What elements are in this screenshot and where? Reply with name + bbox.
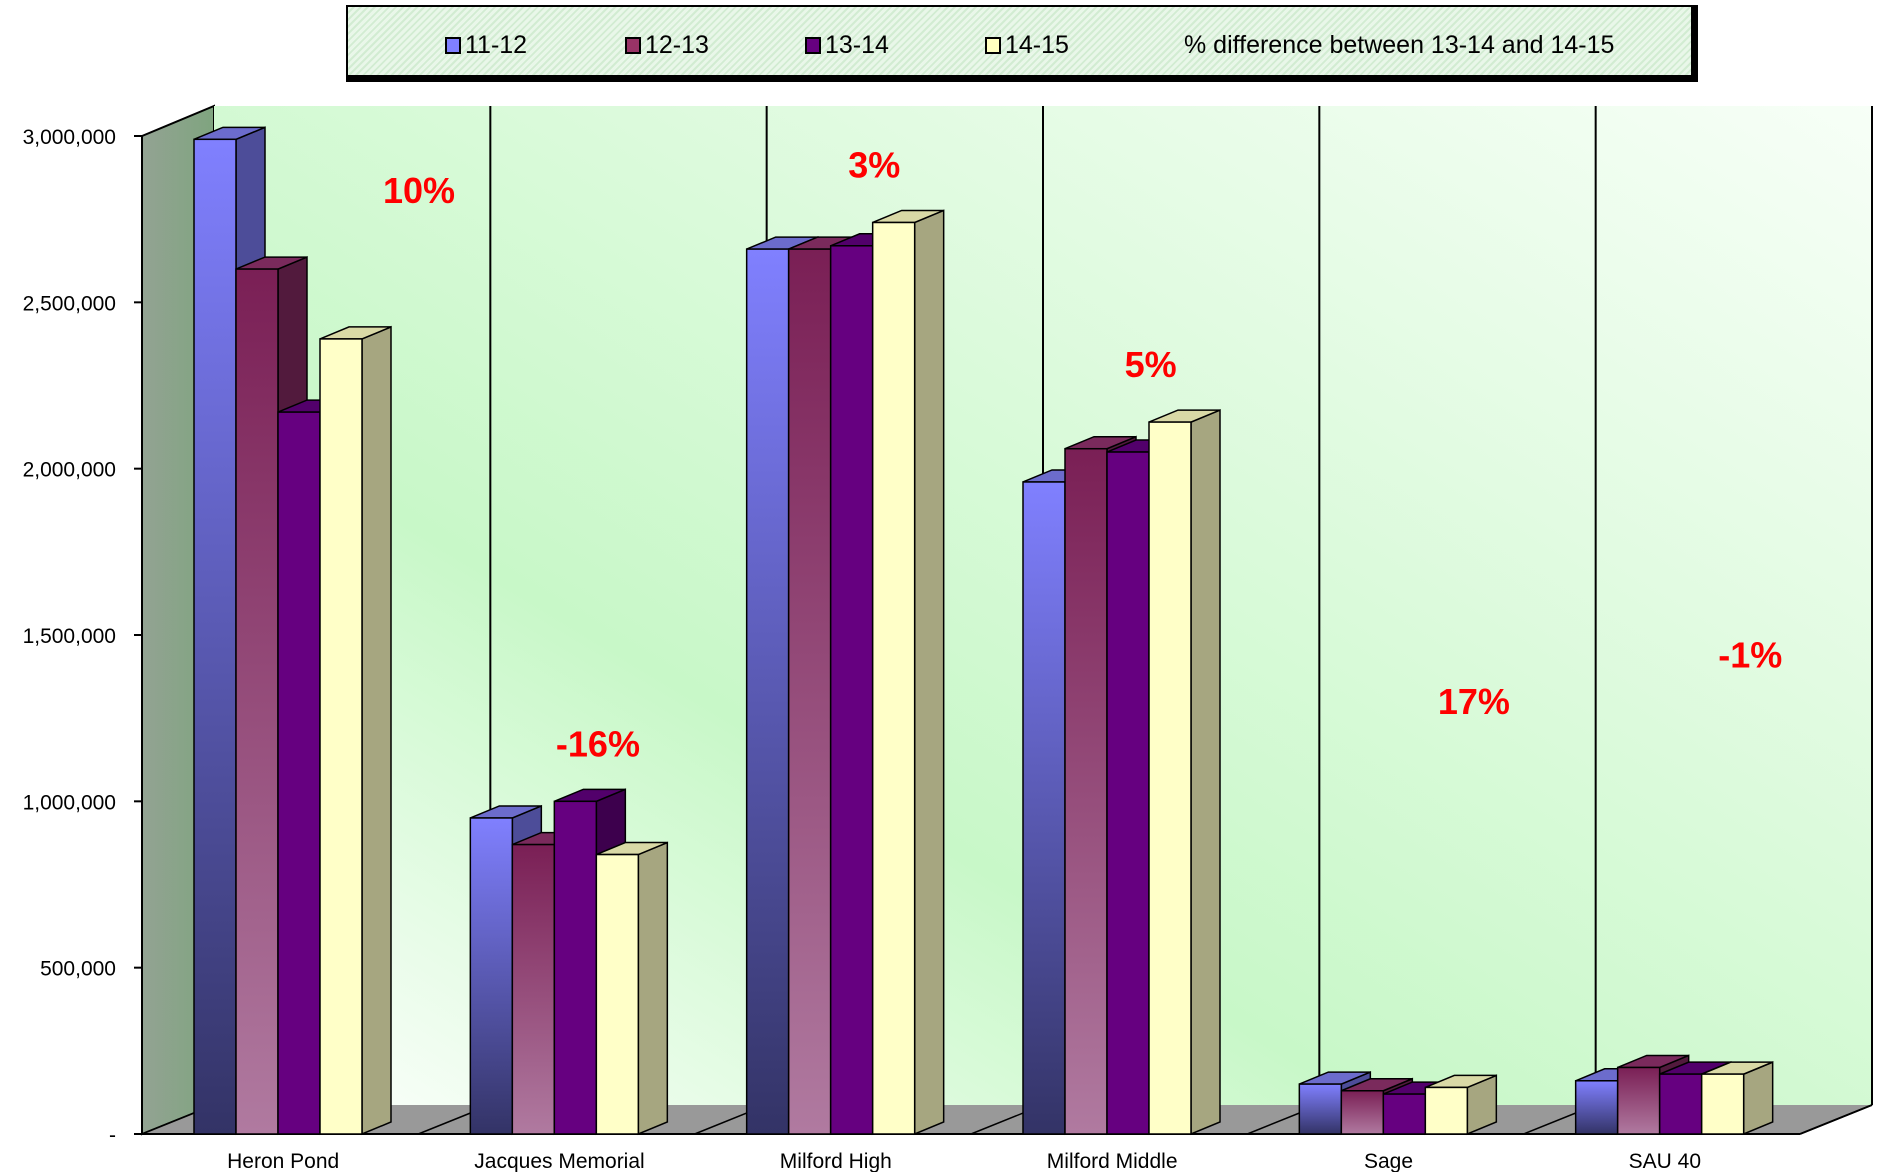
percent-label-0: 10% bbox=[383, 170, 455, 211]
bar-front-0-3 bbox=[1022, 481, 1066, 1135]
y-tick-label-4: 2,000,000 bbox=[23, 459, 116, 482]
bar-front-1-4 bbox=[1340, 1090, 1385, 1135]
y-tick-label-6: 3,000,000 bbox=[23, 126, 116, 149]
bar-front-2-3 bbox=[1106, 451, 1150, 1135]
category-label-3: Milford Middle bbox=[1047, 1150, 1178, 1172]
bar-front-1-1 bbox=[511, 843, 556, 1135]
bar-front-1-2 bbox=[787, 248, 832, 1135]
percent-labels: 10% -16% 3% 5% 17% -1% bbox=[383, 144, 1782, 764]
percent-label-1: -16% bbox=[556, 723, 640, 764]
bar-14-15-4 bbox=[1424, 1074, 1498, 1136]
category-label-4: Sage bbox=[1364, 1150, 1413, 1172]
bar-front-1-3 bbox=[1064, 447, 1108, 1135]
chart-legend: 11-12 12-13 13-14 14-15 % difference bet… bbox=[346, 5, 1698, 82]
bar-front-2-2 bbox=[829, 245, 874, 1135]
category-label-0: Heron Pond bbox=[227, 1150, 339, 1172]
y-tick-label-0: - bbox=[109, 1124, 116, 1147]
category-label-2: Milford High bbox=[780, 1150, 892, 1172]
bar-front-1-5 bbox=[1616, 1066, 1661, 1135]
legend-label-13-14: 13-14 bbox=[825, 31, 889, 59]
percent-label-5: -1% bbox=[1718, 634, 1782, 675]
y-tick-label-3: 1,500,000 bbox=[23, 625, 116, 648]
bar-front-3-3 bbox=[1148, 421, 1192, 1135]
legend-label-14-15: 14-15 bbox=[1005, 31, 1069, 59]
y-axis-ticks: - 500,000 1,000,000 1,500,000 2,000,000 2,500… bbox=[23, 126, 142, 1147]
bar-14-15-5 bbox=[1700, 1060, 1774, 1136]
bar-front-3-5 bbox=[1700, 1073, 1745, 1135]
legend-item-13-14: 13-14 bbox=[805, 31, 889, 60]
legend-label-pct-difference: % difference between 13-14 and 14-15 bbox=[1184, 31, 1615, 59]
bar-14-15-2 bbox=[871, 209, 945, 1136]
legend-label-11-12: 11-12 bbox=[465, 31, 528, 59]
bar-front-2-0 bbox=[277, 411, 321, 1135]
legend-item-11-12: 11-12 bbox=[445, 31, 527, 60]
bar-front-3-0 bbox=[319, 338, 363, 1135]
legend-swatch-11-12 bbox=[445, 37, 461, 54]
y-tick-label-5: 2,500,000 bbox=[23, 292, 116, 315]
bar-front-2-1 bbox=[553, 800, 598, 1135]
legend-item-14-15: 14-15 bbox=[985, 31, 1069, 60]
bar-side-3-1 bbox=[637, 841, 669, 1136]
category-label-5: SAU 40 bbox=[1629, 1150, 1701, 1172]
bar-front-0-1 bbox=[469, 817, 514, 1135]
y-tick-label-2: 1,000,000 bbox=[23, 791, 116, 814]
bar-14-15-0 bbox=[319, 325, 392, 1136]
y-tick-label-1: 500,000 bbox=[40, 958, 116, 981]
bar-front-1-0 bbox=[235, 268, 279, 1135]
bar-front-2-4 bbox=[1382, 1093, 1427, 1135]
bar-front-0-4 bbox=[1298, 1083, 1343, 1135]
bars bbox=[193, 126, 1774, 1136]
legend-swatch-14-15 bbox=[985, 37, 1001, 54]
percent-label-3: 5% bbox=[1125, 344, 1177, 385]
bar-14-15-3 bbox=[1148, 408, 1221, 1136]
floor-front-edge bbox=[1799, 1104, 1873, 1135]
bar-side-3-0 bbox=[361, 325, 392, 1136]
legend-swatch-13-14 bbox=[805, 37, 821, 54]
bar-front-0-5 bbox=[1574, 1080, 1619, 1135]
category-labels: Heron Pond Jacques Memorial Milford High Mi… bbox=[227, 1150, 1701, 1172]
percent-label-2: 3% bbox=[848, 144, 900, 185]
bar-front-0-2 bbox=[745, 248, 790, 1135]
bar-front-0-0 bbox=[193, 138, 237, 1135]
bar-14-15-1 bbox=[595, 841, 669, 1136]
bar-front-3-1 bbox=[595, 853, 640, 1135]
percent-label-4: 17% bbox=[1438, 681, 1510, 722]
legend-label-12-13: 12-13 bbox=[645, 31, 709, 59]
bar-front-3-4 bbox=[1424, 1086, 1469, 1135]
bar-side-3-2 bbox=[913, 209, 945, 1136]
legend-swatch-12-13 bbox=[625, 37, 641, 54]
category-label-1: Jacques Memorial bbox=[474, 1150, 644, 1172]
bar-front-2-5 bbox=[1658, 1073, 1703, 1135]
bar-front-3-2 bbox=[871, 221, 916, 1135]
legend-item-12-13: 12-13 bbox=[625, 31, 709, 60]
bar-side-3-3 bbox=[1190, 408, 1221, 1136]
legend-item-pct-difference: % difference between 13-14 and 14-15 bbox=[1184, 31, 1614, 60]
